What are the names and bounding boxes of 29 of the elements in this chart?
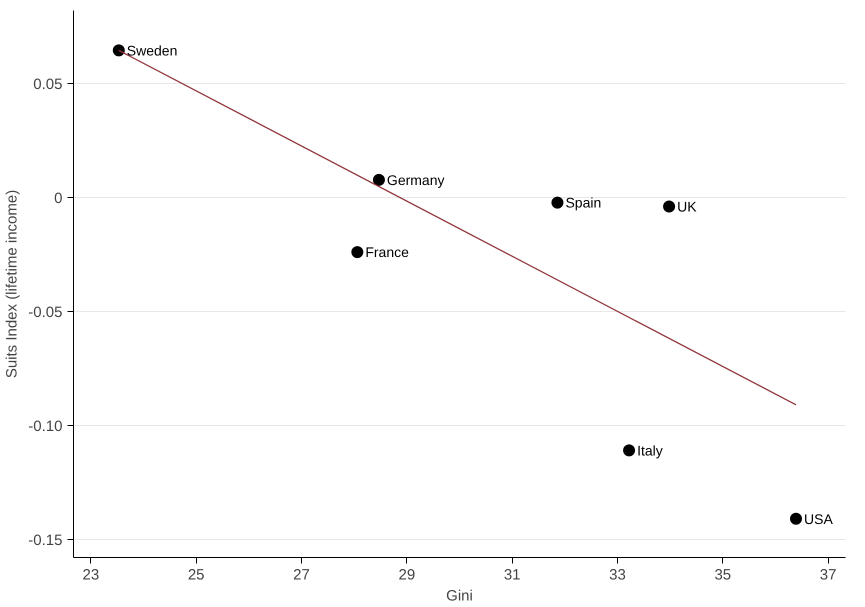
x-tick-label: 33 — [609, 566, 626, 584]
y-tick-label: 0 — [54, 190, 62, 207]
y-tick-label: -0.05 — [28, 304, 63, 321]
point — [663, 200, 676, 212]
x-axis-title: Gini — [446, 588, 473, 604]
x-tick-label: 37 — [820, 566, 836, 584]
y-tick-label: -0.10 — [28, 418, 63, 435]
annotation: USA — [804, 510, 834, 527]
point — [790, 512, 802, 525]
x-tick-label: 23 — [82, 566, 100, 584]
y-tick-label: -0.15 — [28, 532, 63, 549]
x-tick-label: 35 — [714, 566, 732, 584]
point — [551, 196, 564, 209]
x-tick-label: 31 — [504, 566, 521, 584]
point — [623, 444, 636, 456]
x-tick-label: 27 — [293, 566, 310, 584]
annotation: UK — [677, 198, 698, 215]
y-axis-title: Suits Index (lifetime income) — [3, 190, 20, 378]
annotation: Italy — [637, 442, 663, 458]
annotation: Germany — [386, 172, 445, 188]
point — [112, 44, 125, 56]
point — [351, 246, 364, 258]
x-tick-label: 25 — [188, 566, 205, 584]
annotation: France — [365, 244, 410, 260]
y-tick-label: 0.05 — [33, 76, 63, 93]
x-tick-label: 29 — [398, 566, 416, 584]
annotation: Spain — [565, 194, 602, 211]
point — [372, 174, 385, 186]
annotation: Sweden — [126, 42, 178, 58]
